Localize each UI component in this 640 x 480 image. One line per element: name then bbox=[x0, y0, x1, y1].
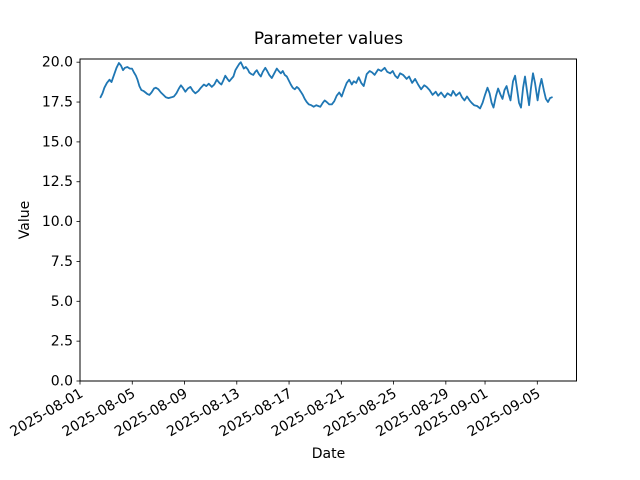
y-tick-label: 20.0 bbox=[42, 55, 73, 71]
y-tick-label: 2.5 bbox=[51, 334, 73, 350]
chart-title: Parameter values bbox=[253, 29, 404, 49]
y-tick-label: 12.5 bbox=[42, 174, 73, 190]
y-tick-label: 0.0 bbox=[51, 374, 73, 390]
y-tick-label: 10.0 bbox=[42, 214, 73, 230]
plot-frame bbox=[79, 58, 577, 382]
data-line bbox=[99, 61, 553, 110]
y-tick-label: 15.0 bbox=[42, 134, 73, 150]
y-tick-label: 7.5 bbox=[51, 254, 73, 270]
y-axis-label: Value bbox=[17, 200, 33, 240]
x-axis-label: Date bbox=[311, 446, 346, 462]
y-tick-label: 5.0 bbox=[51, 294, 73, 310]
y-tick-label: 17.5 bbox=[42, 95, 73, 111]
